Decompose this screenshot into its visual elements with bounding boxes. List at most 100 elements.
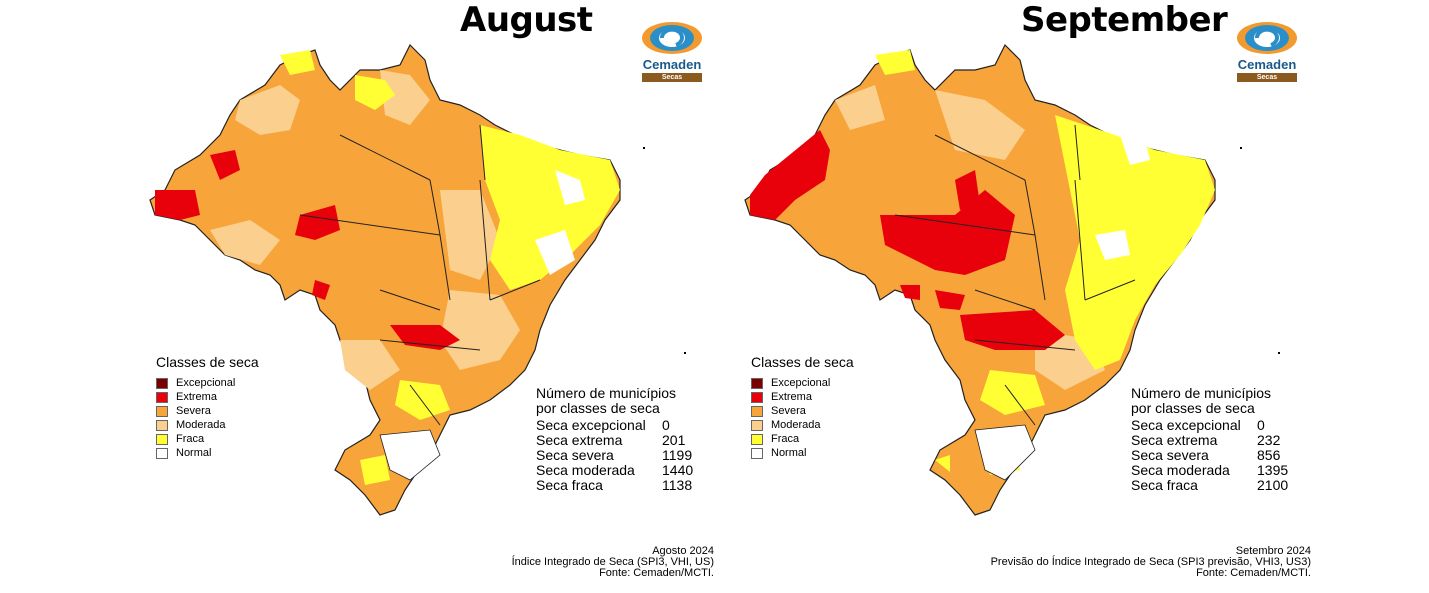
map-panel-august: August Cemaden Secas <box>0 0 714 593</box>
legend-swatch <box>156 419 168 431</box>
legend-label: Extrema <box>176 391 217 403</box>
count-value: 1199 <box>662 447 693 463</box>
island-marker <box>1240 147 1242 149</box>
count-row-extrema: Seca extrema 201 <box>536 433 693 448</box>
count-row-fraca: Seca fraca 2100 <box>1131 478 1288 493</box>
legend-title: Classes de seca <box>156 354 259 370</box>
logo-name: Cemaden <box>642 57 702 72</box>
count-label: Seca fraca <box>1131 477 1198 493</box>
legend-item-excepcional: Excepcional <box>156 376 259 390</box>
legend-swatch <box>751 419 763 431</box>
map-panel-september: September Cemaden Secas <box>715 0 1429 593</box>
count-value: 1440 <box>662 462 694 478</box>
count-label: Seca extrema <box>536 432 623 448</box>
month-title: August <box>460 0 593 40</box>
legend-item-severa: Severa <box>751 404 854 418</box>
legend-label: Normal <box>771 447 807 459</box>
legend-label: Extrema <box>771 391 812 403</box>
month-title: September <box>1021 0 1228 40</box>
legend-label: Moderada <box>176 419 226 431</box>
counts-title-line2: por classes de seca <box>536 400 660 416</box>
legend-swatch <box>751 377 763 389</box>
legend-item-moderada: Moderada <box>751 418 854 432</box>
legend-swatch <box>751 433 763 445</box>
legend-item-extrema: Extrema <box>156 390 259 404</box>
counts-title-line1: Número de municípios <box>1131 385 1272 401</box>
count-value: 201 <box>662 432 686 448</box>
footer-index: Índice Integrado de Seca (SPI3, VHI, US) <box>511 556 714 568</box>
legend-item-severa: Severa <box>156 404 259 418</box>
drought-map <box>149 43 621 516</box>
count-value: 0 <box>1257 417 1265 433</box>
count-label: Seca excepcional <box>1131 417 1241 433</box>
legend-label: Normal <box>176 447 212 459</box>
legend-item-extrema: Extrema <box>751 390 854 404</box>
legend-swatch <box>156 447 168 459</box>
legend-item-normal: Normal <box>751 446 854 460</box>
count-label: Seca severa <box>1131 447 1209 463</box>
count-row-excepcional: Seca excepcional 0 <box>536 418 693 433</box>
logo-sub: Secas <box>642 73 702 82</box>
count-label: Seca extrema <box>1131 432 1218 448</box>
municipality-counts: Número de municípios por classes de seca… <box>1131 386 1288 493</box>
count-label: Seca excepcional <box>536 417 646 433</box>
drought-legend: Classes de seca Excepcional Extrema Seve… <box>156 353 259 460</box>
legend-label: Severa <box>771 405 806 417</box>
legend-swatch <box>156 433 168 445</box>
island-marker <box>684 352 686 354</box>
count-row-severa: Seca severa 856 <box>1131 448 1288 463</box>
legend-title: Classes de seca <box>751 354 854 370</box>
legend-swatch <box>156 405 168 417</box>
count-value: 856 <box>1257 447 1281 463</box>
municipality-counts: Número de municípios por classes de seca… <box>536 386 693 493</box>
count-row-extrema: Seca extrema 232 <box>1131 433 1288 448</box>
legend-swatch <box>751 391 763 403</box>
cemaden-logo: Cemaden Secas <box>636 18 708 84</box>
count-value: 0 <box>662 417 670 433</box>
legend-label: Fraca <box>771 433 800 445</box>
count-value: 1138 <box>662 477 693 493</box>
legend-swatch <box>156 391 168 403</box>
count-row-fraca: Seca fraca 1138 <box>536 478 693 493</box>
counts-title-line2: por classes de seca <box>1131 400 1255 416</box>
logo-name: Cemaden <box>1237 57 1297 72</box>
footer-index: Previsão do Índice Integrado de Seca (SP… <box>990 556 1311 568</box>
count-value: 232 <box>1257 432 1281 448</box>
legend-swatch <box>156 377 168 389</box>
count-label: Seca severa <box>536 447 614 463</box>
legend-label: Excepcional <box>176 377 236 389</box>
count-row-moderada: Seca moderada 1395 <box>1131 463 1288 478</box>
map-footer: Agosto 2024 Índice Integrado de Seca (SP… <box>512 546 714 579</box>
footer-source: Fonte: Cemaden/MCTI. <box>599 567 714 579</box>
legend-item-fraca: Fraca <box>751 432 854 446</box>
legend-item-fraca: Fraca <box>156 432 259 446</box>
island-marker <box>1278 352 1280 354</box>
count-row-excepcional: Seca excepcional 0 <box>1131 418 1288 433</box>
drought-map <box>744 43 1216 516</box>
count-row-severa: Seca severa 1199 <box>536 448 693 463</box>
legend-item-moderada: Moderada <box>156 418 259 432</box>
footer-source: Fonte: Cemaden/MCTI. <box>1196 567 1311 579</box>
legend-swatch <box>751 405 763 417</box>
legend-label: Severa <box>176 405 211 417</box>
island-marker <box>643 147 645 149</box>
count-label: Seca moderada <box>1131 462 1230 478</box>
count-value: 1395 <box>1257 462 1289 478</box>
footer-date: Setembro 2024 <box>1235 545 1311 557</box>
legend-item-normal: Normal <box>156 446 259 460</box>
legend-label: Fraca <box>176 433 205 445</box>
count-value: 2100 <box>1257 477 1289 493</box>
legend-item-excepcional: Excepcional <box>751 376 854 390</box>
drought-legend: Classes de seca Excepcional Extrema Seve… <box>751 353 854 460</box>
count-label: Seca fraca <box>536 477 603 493</box>
footer-date: Agosto 2024 <box>652 545 714 557</box>
legend-label: Excepcional <box>771 377 831 389</box>
legend-swatch <box>751 447 763 459</box>
map-footer: Setembro 2024 Previsão do Índice Integra… <box>991 546 1311 579</box>
count-label: Seca moderada <box>536 462 635 478</box>
legend-label: Moderada <box>771 419 821 431</box>
count-row-moderada: Seca moderada 1440 <box>536 463 693 478</box>
logo-sub: Secas <box>1237 73 1297 82</box>
counts-title-line1: Número de municípios <box>536 385 677 401</box>
cemaden-logo: Cemaden Secas <box>1231 18 1303 84</box>
